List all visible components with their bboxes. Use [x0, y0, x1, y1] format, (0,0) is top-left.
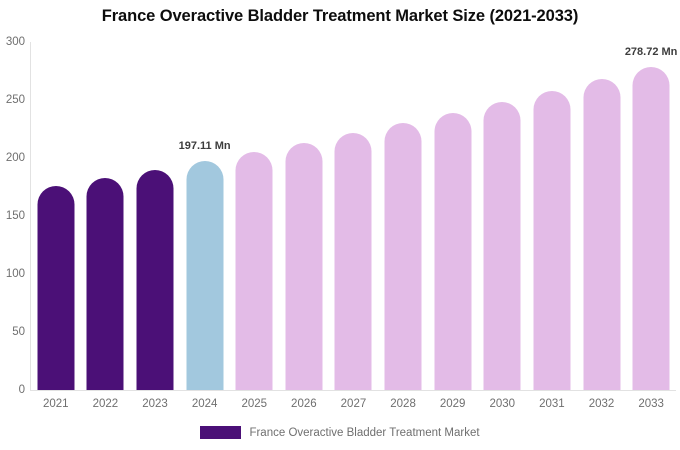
y-axis-tick-label: 200: [5, 151, 25, 164]
data-label-2033: 278.72 Mn: [624, 45, 678, 58]
x-axis-tick-label: 2033: [638, 398, 664, 410]
bar-slot: 2021: [31, 42, 81, 410]
bar-2027[interactable]: [334, 133, 372, 390]
plot-area: 2021 2022 2023 197.11 Mn 2024 2025 2026 2027 202…: [30, 42, 678, 410]
x-axis-tick-label: 2024: [191, 398, 218, 410]
legend-label: France Overactive Bladder Treatment Mark…: [249, 426, 480, 439]
bar-slot: 2030: [477, 42, 527, 410]
y-axis-tick-label: 150: [5, 209, 25, 222]
bar-slot: 2026: [279, 42, 329, 410]
bar-slot: 197.11 Mn 2024: [178, 42, 231, 410]
bar-2024[interactable]: [186, 161, 224, 390]
x-axis-tick-label: 2027: [340, 398, 367, 410]
y-axis-tick-label: 300: [5, 35, 25, 48]
legend-swatch-icon: [200, 426, 242, 439]
x-axis-tick-label: 2023: [142, 398, 168, 410]
bar-2031[interactable]: [533, 90, 571, 390]
bar-2033[interactable]: [632, 66, 670, 390]
x-axis-tick-label: 2025: [241, 398, 268, 410]
legend-item[interactable]: France Overactive Bladder Treatment Mark…: [0, 426, 680, 439]
x-axis-tick-label: 2031: [539, 398, 565, 410]
y-axis-tick-label: 100: [5, 267, 25, 280]
bar-slot: 2022: [81, 42, 131, 410]
x-axis-tick-label: 2029: [439, 398, 466, 410]
bar-2032[interactable]: [583, 79, 620, 390]
bar-2029[interactable]: [434, 112, 472, 390]
bar-slot: 2031: [527, 42, 577, 410]
bar-slot: 2025: [229, 42, 279, 410]
x-axis-tick-label: 2021: [43, 398, 69, 410]
x-axis-tick-label: 2022: [92, 398, 119, 410]
bar-series: 2021 2022 2023 197.11 Mn 2024 2025 2026 2027 202…: [31, 42, 678, 410]
bar-2023[interactable]: [136, 169, 174, 390]
bar-2022[interactable]: [86, 178, 124, 390]
y-axis-tick-label: 0: [18, 383, 25, 396]
bar-slot: 2032: [577, 42, 627, 410]
bar-2028[interactable]: [384, 123, 422, 390]
x-axis-tick-label: 2026: [291, 398, 317, 410]
x-axis-tick-label: 2030: [489, 398, 516, 410]
data-label-2024: 197.11 Mn: [178, 140, 231, 153]
y-axis-tick-label: 50: [12, 325, 25, 338]
bar-slot: 2027: [329, 42, 379, 410]
y-axis-tick-label: 250: [5, 93, 25, 106]
chart-title: France Overactive Bladder Treatment Mark…: [101, 7, 579, 25]
bar-slot: 2029: [428, 42, 478, 410]
bar-2030[interactable]: [483, 101, 521, 390]
x-axis-tick-label: 2032: [588, 398, 615, 410]
bar-2026[interactable]: [285, 143, 323, 390]
x-axis-tick-label: 2028: [390, 398, 416, 410]
bar-2021[interactable]: [37, 186, 75, 390]
bar-slot: 2028: [378, 42, 428, 410]
bar-2025[interactable]: [235, 152, 273, 390]
bar-slot: 2023: [130, 42, 180, 410]
bar-slot: 278.72 Mn 2033: [624, 42, 678, 410]
